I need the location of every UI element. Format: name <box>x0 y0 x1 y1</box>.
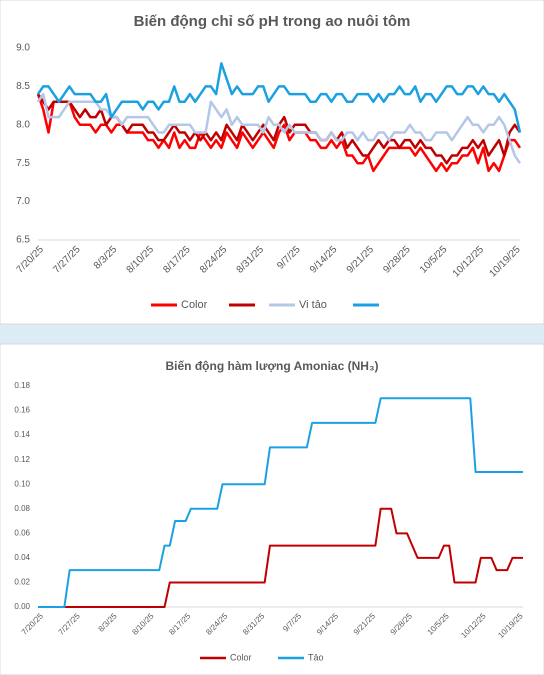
y-tick-label: 6.5 <box>16 235 30 246</box>
y-tick-label: 0.08 <box>14 504 30 513</box>
y-tick-label: 0.14 <box>14 430 30 439</box>
y-tick-label: 8.5 <box>16 81 30 92</box>
legend-label: Tảo <box>308 652 324 662</box>
y-tick-label: 7.5 <box>16 158 30 169</box>
legend-label: Color <box>230 652 252 662</box>
series-line <box>36 92 522 164</box>
y-tick-label: 7.0 <box>16 196 30 207</box>
y-tick-label: 0.10 <box>14 479 30 488</box>
series-line <box>36 62 522 133</box>
series-line <box>38 397 523 608</box>
y-tick-label: 0.12 <box>14 455 30 464</box>
y-tick-label: 0.00 <box>14 602 30 611</box>
chart-title: Biến động hàm lượng Amoniac (NH₃) <box>166 359 379 373</box>
y-tick-label: 0.16 <box>14 406 30 415</box>
y-tick-label: 0.06 <box>14 528 30 537</box>
series-line <box>36 93 522 173</box>
legend-label: Color <box>181 299 208 311</box>
legend-label: Vi tảo <box>299 299 327 311</box>
chart-title: Biến động chỉ số pH trong ao nuôi tôm <box>134 13 411 30</box>
y-tick-label: 8.0 <box>16 119 30 130</box>
y-tick-label: 0.18 <box>14 381 30 390</box>
chart-card <box>0 343 544 675</box>
series-line <box>38 507 523 608</box>
y-tick-label: 0.04 <box>14 553 30 562</box>
y-tick-label: 0.02 <box>14 578 30 587</box>
y-tick-label: 9.0 <box>16 43 30 54</box>
